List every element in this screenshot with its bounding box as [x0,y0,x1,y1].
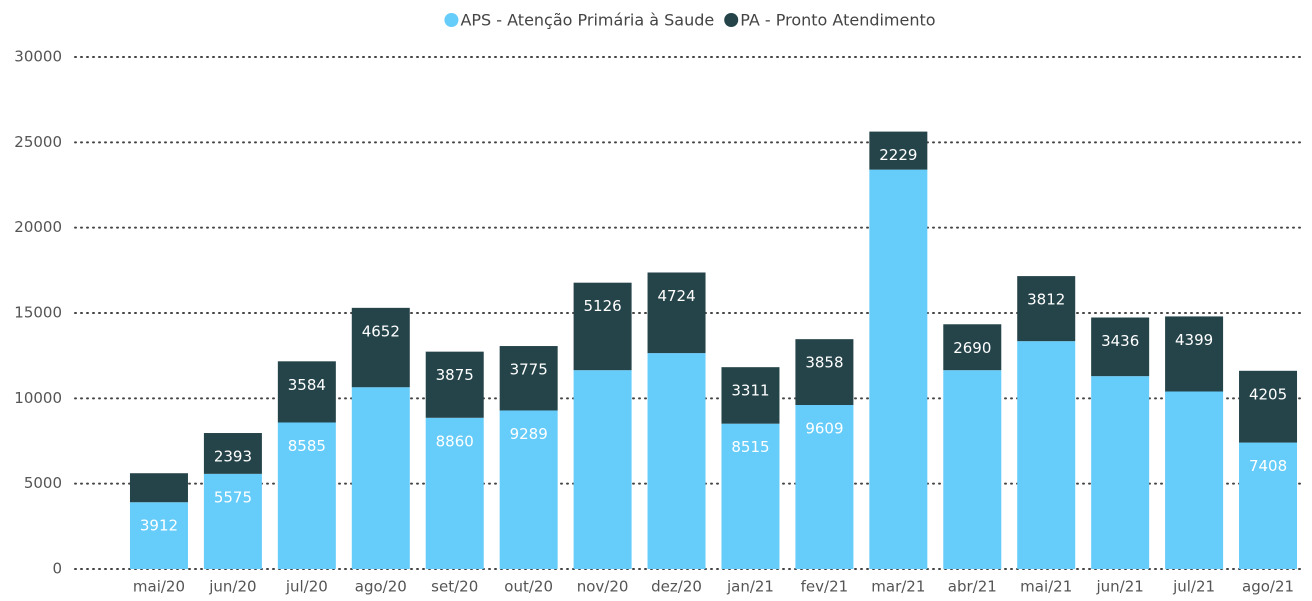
legend-label: APS - Atenção Primária à Saude [460,11,714,30]
x-tick-label: mar/21 [871,578,925,596]
value-label: 3912 [140,517,178,535]
value-label: 5575 [214,488,252,506]
y-tick-label: 15000 [14,304,62,322]
bar-segment [943,324,1002,371]
bar-segment [1239,370,1298,443]
bar-segment [1165,316,1224,392]
x-tick-label: mai/20 [133,578,185,596]
bar-segment [1165,391,1224,569]
bar-segment [425,417,484,569]
x-tick-label: ago/21 [1242,578,1294,596]
value-label: 8860 [436,432,474,450]
x-tick-label: nov/20 [577,578,629,596]
value-label: 4399 [1175,331,1213,349]
bar-segment [351,307,410,388]
bar-segment [1091,317,1150,377]
value-label: 4652 [362,322,400,340]
value-label: 3311 [731,382,769,400]
value-label: 3436 [1101,332,1139,350]
bar-segment [647,353,706,569]
bar-segment [1239,442,1298,569]
bar-segment [647,272,706,354]
value-label: 4205 [1249,385,1287,403]
bar-segment [1017,341,1076,569]
x-tick-label: jul/20 [285,578,328,596]
value-label: 3875 [436,366,474,384]
x-tick-label: fev/21 [801,578,849,596]
bar-segment [1091,376,1150,569]
bar-segment [499,346,558,411]
bar-segment [129,473,188,503]
y-tick-label: 25000 [14,133,62,151]
y-tick-label: 20000 [14,218,62,236]
x-tick-label: jun/21 [1095,578,1143,596]
bar-segment [1017,276,1076,342]
value-label: 7408 [1249,457,1287,475]
value-label: 3858 [805,354,843,372]
value-label: 9289 [510,425,548,443]
bar-segment [573,282,632,371]
legend-label: PA - Pronto Atendimento [740,11,935,30]
value-label: 3775 [510,361,548,379]
bar-segment [129,502,188,569]
value-label: 8585 [288,437,326,455]
y-tick-label: 0 [52,560,62,578]
value-label: 2229 [879,146,917,164]
x-tick-label: set/20 [431,578,478,596]
bar-segment [277,361,336,423]
bar-segment [351,387,410,569]
y-tick-label: 30000 [14,48,62,66]
bar-segment [795,405,854,569]
legend-marker [724,13,739,27]
bar-segment [573,370,632,569]
x-tick-label: ago/20 [355,578,407,596]
x-tick-label: jan/21 [726,578,774,596]
bar-segment [869,169,928,569]
value-label: 3812 [1027,291,1065,309]
bar-segment [203,433,262,474]
x-tick-label: mai/21 [1020,578,1072,596]
x-tick-label: abr/21 [948,578,997,596]
y-tick-label: 10000 [14,389,62,407]
bar-segment [943,370,1002,569]
y-tick-label: 5000 [24,474,62,492]
bar-segment [499,410,558,569]
bar-segment [721,423,780,569]
value-label: 2393 [214,448,252,466]
value-label: 8515 [731,438,769,456]
value-label: 9609 [805,420,843,438]
value-label: 3584 [288,376,326,394]
bar-segment [721,367,780,424]
value-label: 2690 [953,339,991,357]
bar-segment [869,131,928,170]
x-tick-label: jun/20 [208,578,256,596]
legend-marker [444,13,459,27]
x-tick-label: dez/20 [651,578,702,596]
bar-segment [425,351,484,418]
value-label: 5126 [584,297,622,315]
x-tick-label: jul/21 [1172,578,1215,596]
bar-segment [203,473,262,569]
x-tick-label: out/20 [504,578,553,596]
bar-segment [277,422,336,569]
bar-segment [795,339,854,406]
value-label: 4724 [657,287,695,305]
